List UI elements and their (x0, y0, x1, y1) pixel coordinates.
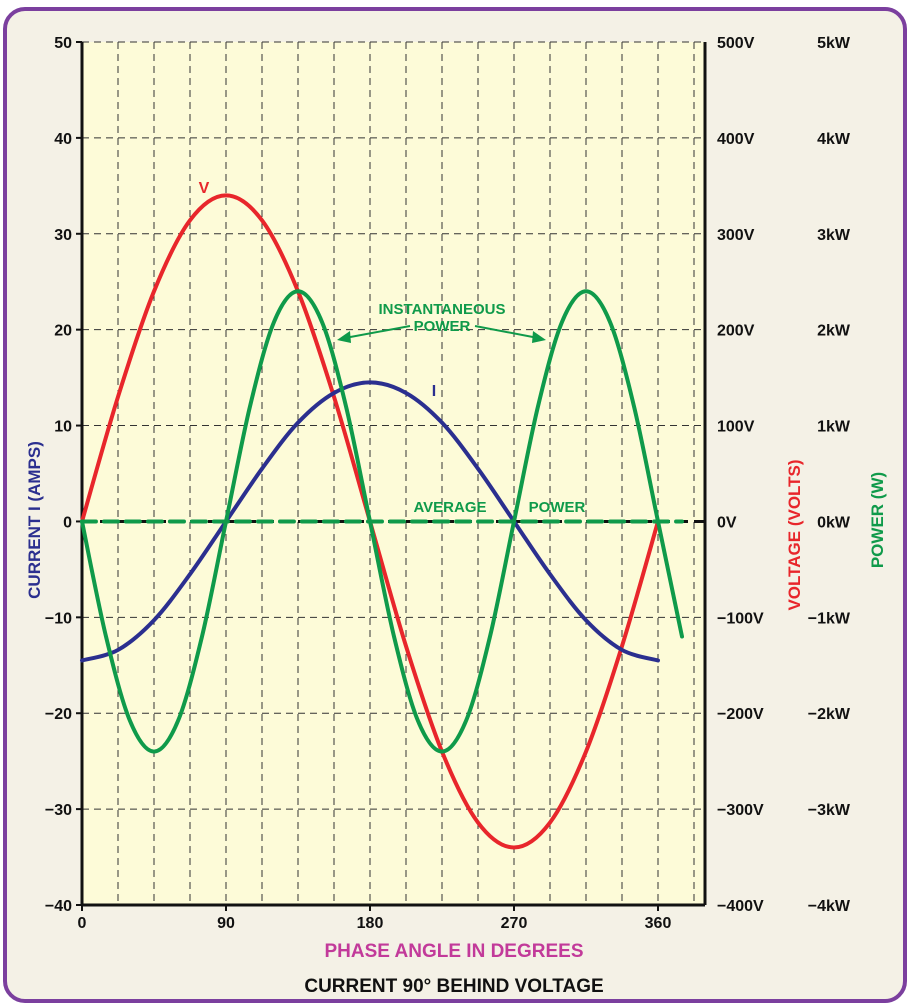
x-tick-label: 360 (645, 915, 672, 932)
series-line-inst-power (80, 289, 684, 754)
y-axis-label-current: CURRENT I (AMPS) (25, 441, 44, 599)
y-tick-label-current: 40 (54, 131, 72, 148)
y-tick-label-voltage: 300V (717, 227, 755, 244)
inst-power-arrow-right (474, 325, 539, 339)
plot-area (82, 42, 705, 905)
y-tick-label-voltage: −400V (717, 898, 764, 915)
x-tick-label: 180 (357, 915, 384, 932)
y-tick-label-voltage: −200V (717, 706, 764, 723)
y-tick-label-current: −10 (45, 610, 72, 627)
y-tick-label-power: 3kW (817, 227, 851, 244)
y-tick-label-power: 0kW (817, 514, 851, 531)
inst-power-arrow-left (344, 325, 411, 339)
y-tick-label-voltage: 500V (717, 35, 755, 52)
series-line-current (80, 380, 660, 663)
y-tick-label-voltage: −300V (717, 802, 764, 819)
y-tick-label-current: 30 (54, 227, 72, 244)
inst-power-label-line2: POWER (414, 318, 471, 335)
inst-power-arrowhead-left (337, 331, 351, 343)
annotations: V I INSTANTANEOUS POWER AVERAGE POWER (199, 180, 586, 516)
y-tick-label-current: −40 (45, 898, 72, 915)
tick-labels: 50 500V 5kW 40 400V 4kW 30 300V 3kW 20 200V 2kW 10 10… (45, 35, 851, 932)
inst-power-label-line1: INSTANTANEOUS (379, 301, 506, 318)
avg-power-label-word2: POWER (529, 499, 586, 516)
y-tick-label-current: 20 (54, 323, 72, 340)
avg-power-label-word1: AVERAGE (413, 499, 486, 516)
y-tick-label-current: 10 (54, 419, 72, 436)
y-tick-label-power: 5kW (817, 35, 851, 52)
y-tick-label-current: −30 (45, 802, 72, 819)
y-axis-label-voltage: VOLTAGE (VOLTS) (785, 459, 804, 610)
y-tick-label-power: −3kW (808, 802, 851, 819)
y-tick-label-current: 0 (63, 514, 72, 531)
y-tick-label-voltage: −100V (717, 610, 764, 627)
y-tick-label-power: −2kW (808, 706, 851, 723)
series-lines (80, 193, 684, 850)
voltage-series-label: V (199, 180, 210, 197)
y-tick-label-power: −1kW (808, 610, 851, 627)
y-tick-label-voltage: 0V (717, 514, 737, 531)
y-tick-label-power: −4kW (808, 898, 851, 915)
x-axis-label: PHASE ANGLE IN DEGREES (324, 941, 584, 962)
y-tick-label-power: 2kW (817, 323, 851, 340)
y-tick-label-power: 4kW (817, 131, 851, 148)
y-tick-label-voltage: 100V (717, 419, 755, 436)
current-series-label: I (432, 383, 436, 400)
inst-power-arrowhead-right (532, 331, 546, 343)
y-tick-label-voltage: 400V (717, 131, 755, 148)
y-tick-label-current: −20 (45, 706, 72, 723)
y-axis-label-power: POWER (W) (868, 472, 887, 568)
x-tick-label: 270 (501, 915, 528, 932)
x-tick-label: 90 (217, 915, 235, 932)
y-tick-label-power: 1kW (817, 419, 851, 436)
x-tick-label: 0 (78, 915, 87, 932)
y-tick-label-voltage: 200V (717, 323, 755, 340)
chart-subtitle: CURRENT 90° BEHIND VOLTAGE (304, 976, 604, 997)
y-tick-label-current: 50 (54, 35, 72, 52)
